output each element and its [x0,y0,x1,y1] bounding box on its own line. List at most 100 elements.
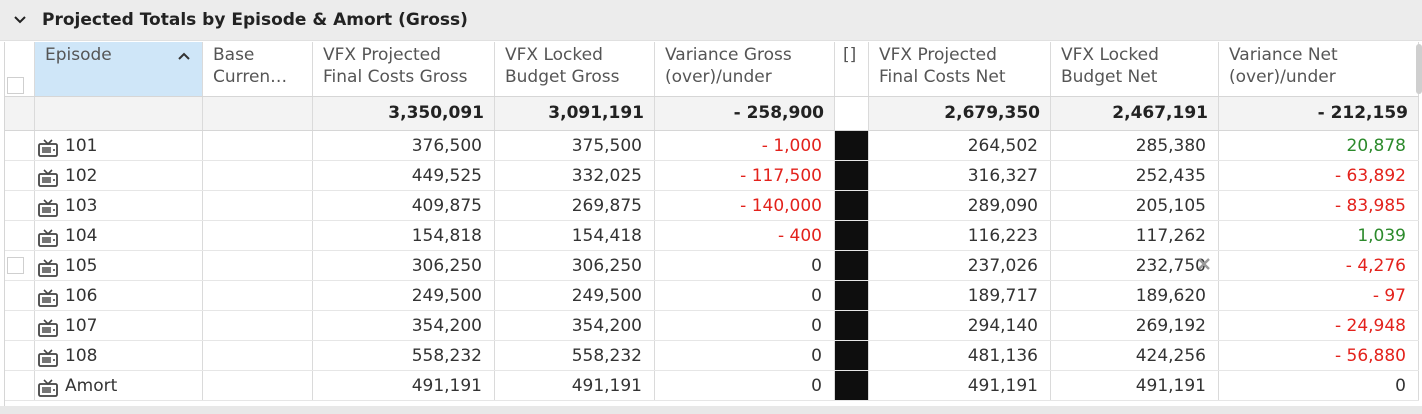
cell-vfx-proj-net[interactable]: 264,502 [869,131,1051,160]
cell-vfx-locked-gross[interactable]: 154,418 [495,221,655,250]
cell-episode[interactable]: 104 [35,221,203,250]
table-row[interactable]: 106 249,500 249,500 0 189,717 189,620- 97 [5,281,1419,311]
cell-vfx-proj-net[interactable]: 189,717 [869,281,1051,310]
cell-vfx-proj-net[interactable]: 491,191 [869,371,1051,400]
cell-base-currency[interactable] [203,251,313,280]
cell-bracket[interactable] [835,251,869,280]
cell-vfx-locked-net[interactable]: 269,192 [1051,311,1219,340]
cell-vfx-proj-net[interactable]: 294,140 [869,311,1051,340]
cell-vfx-locked-gross[interactable]: 491,191 [495,371,655,400]
cell-base-currency[interactable] [203,131,313,160]
table-row[interactable]: 101 376,500 375,500- 1,000 264,502 285,380 20… [5,131,1419,161]
cell-var-net[interactable]: - 4,276 [1219,251,1419,280]
column-header-bracket[interactable]: [] [835,42,869,96]
table-row[interactable]: 104 154,818 154,418- 400 116,223 117,262 1,03… [5,221,1419,251]
cell-var-net[interactable]: - 97 [1219,281,1419,310]
cell-vfx-locked-gross[interactable]: 375,500 [495,131,655,160]
table-row[interactable]: 105 306,250 306,250 0 237,026 232,750- 4,276 [5,251,1419,281]
column-header-vfx-proj-net[interactable]: VFX Projected Final Costs Net [869,42,1051,96]
cell-vfx-proj-gross[interactable]: 306,250 [313,251,495,280]
cell-vfx-proj-net[interactable]: 289,090 [869,191,1051,220]
cell-base-currency[interactable] [203,161,313,190]
cell-var-net[interactable]: - 24,948 [1219,311,1419,340]
table-row[interactable]: Amort 491,191 491,191 0 491,191 491,191 0 [5,371,1419,401]
cell-vfx-locked-net[interactable]: 205,105 [1051,191,1219,220]
vertical-scrollbar[interactable] [1416,44,1422,94]
cell-var-gross[interactable]: - 140,000 [655,191,835,220]
cell-base-currency[interactable] [203,221,313,250]
cell-episode[interactable]: Amort [35,371,203,400]
cell-vfx-proj-gross[interactable]: 249,500 [313,281,495,310]
cell-bracket[interactable] [835,371,869,400]
cell-base-currency[interactable] [203,311,313,340]
cell-var-net[interactable]: - 63,892 [1219,161,1419,190]
cell-vfx-locked-gross[interactable]: 558,232 [495,341,655,370]
cell-base-currency[interactable] [203,371,313,400]
cell-vfx-proj-gross[interactable]: 376,500 [313,131,495,160]
column-header-var-net[interactable]: Variance Net (over)/under [1219,42,1419,96]
cell-var-gross[interactable]: - 117,500 [655,161,835,190]
cell-vfx-proj-gross[interactable]: 354,200 [313,311,495,340]
cell-episode[interactable]: 107 [35,311,203,340]
cell-vfx-proj-gross[interactable]: 491,191 [313,371,495,400]
cell-vfx-locked-gross[interactable]: 249,500 [495,281,655,310]
chevron-down-icon[interactable] [12,12,28,28]
cell-var-net[interactable]: 0 [1219,371,1419,400]
cell-var-gross[interactable]: - 1,000 [655,131,835,160]
cell-bracket[interactable] [835,131,869,160]
cell-var-gross[interactable]: 0 [655,341,835,370]
column-header-base-currency[interactable]: Base Curren… [203,42,313,96]
cell-base-currency[interactable] [203,281,313,310]
cell-vfx-proj-net[interactable]: 316,327 [869,161,1051,190]
cell-bracket[interactable] [835,281,869,310]
table-row[interactable]: 102 449,525 332,025- 117,500 316,327 252,435… [5,161,1419,191]
cell-episode[interactable]: 108 [35,341,203,370]
cell-bracket[interactable] [835,341,869,370]
cell-vfx-proj-net[interactable]: 481,136 [869,341,1051,370]
cell-vfx-locked-net[interactable]: 491,191 [1051,371,1219,400]
cell-episode[interactable]: 102 [35,161,203,190]
cell-var-net[interactable]: 20,878 [1219,131,1419,160]
close-icon[interactable] [1196,256,1212,272]
cell-bracket[interactable] [835,191,869,220]
sort-ascending-icon[interactable] [177,51,191,61]
table-row[interactable]: 103 409,875 269,875- 140,000 289,090 205,105… [5,191,1419,221]
table-row[interactable]: 107 354,200 354,200 0 294,140 269,192- 24,948 [5,311,1419,341]
panel-header[interactable]: Projected Totals by Episode & Amort (Gro… [0,0,1422,41]
cell-episode[interactable]: 106 [35,281,203,310]
row-checkbox[interactable] [7,257,24,274]
cell-var-net[interactable]: - 83,985 [1219,191,1419,220]
cell-vfx-proj-net[interactable]: 116,223 [869,221,1051,250]
cell-var-gross[interactable]: - 400 [655,221,835,250]
cell-vfx-proj-gross[interactable]: 449,525 [313,161,495,190]
select-all-checkbox[interactable] [7,77,24,94]
column-header-var-gross[interactable]: Variance Gross (over)/under [655,42,835,96]
cell-base-currency[interactable] [203,341,313,370]
cell-var-net[interactable]: - 56,880 [1219,341,1419,370]
cell-bracket[interactable] [835,311,869,340]
cell-base-currency[interactable] [203,191,313,220]
cell-vfx-locked-net[interactable]: 117,262 [1051,221,1219,250]
column-header-vfx-proj-gross[interactable]: VFX Projected Final Costs Gross [313,42,495,96]
cell-var-gross[interactable]: 0 [655,281,835,310]
cell-var-net[interactable]: 1,039 [1219,221,1419,250]
cell-vfx-proj-gross[interactable]: 154,818 [313,221,495,250]
column-header-vfx-locked-gross[interactable]: VFX Locked Budget Gross [495,42,655,96]
cell-var-gross[interactable]: 0 [655,251,835,280]
cell-vfx-locked-gross[interactable]: 269,875 [495,191,655,220]
cell-vfx-proj-gross[interactable]: 409,875 [313,191,495,220]
cell-vfx-locked-net[interactable]: 252,435 [1051,161,1219,190]
cell-vfx-proj-net[interactable]: 237,026 [869,251,1051,280]
table-row[interactable]: 108 558,232 558,232 0 481,136 424,256- 56,880 [5,341,1419,371]
cell-vfx-locked-gross[interactable]: 306,250 [495,251,655,280]
cell-vfx-locked-net[interactable]: 189,620 [1051,281,1219,310]
horizontal-scroll-track[interactable] [0,406,1422,414]
cell-vfx-proj-gross[interactable]: 558,232 [313,341,495,370]
cell-vfx-locked-gross[interactable]: 332,025 [495,161,655,190]
cell-vfx-locked-net[interactable]: 232,750 [1051,251,1219,280]
cell-vfx-locked-net[interactable]: 424,256 [1051,341,1219,370]
cell-episode[interactable]: 103 [35,191,203,220]
cell-bracket[interactable] [835,221,869,250]
column-header-vfx-locked-net[interactable]: VFX Locked Budget Net [1051,42,1219,96]
cell-episode[interactable]: 105 [35,251,203,280]
